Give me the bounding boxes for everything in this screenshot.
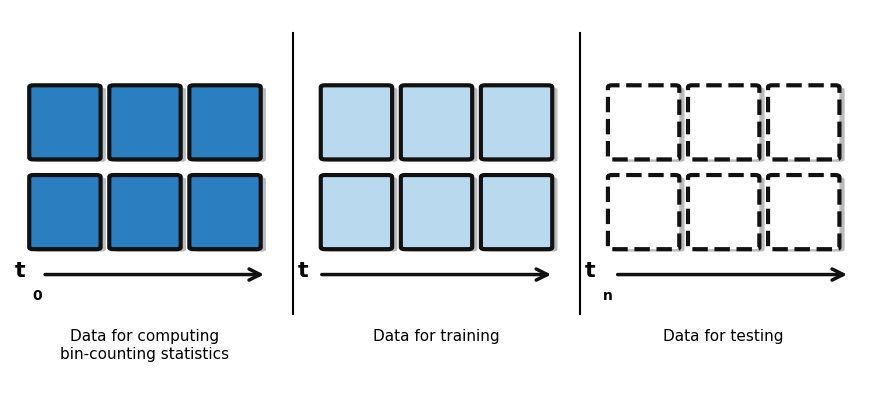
- FancyBboxPatch shape: [768, 175, 840, 249]
- FancyBboxPatch shape: [114, 88, 186, 162]
- FancyBboxPatch shape: [481, 85, 553, 160]
- FancyBboxPatch shape: [189, 85, 261, 160]
- Text: $\mathbf{t}$: $\mathbf{t}$: [15, 261, 26, 281]
- Text: Data for training: Data for training: [373, 329, 500, 344]
- FancyBboxPatch shape: [773, 177, 845, 252]
- FancyBboxPatch shape: [109, 175, 181, 249]
- FancyBboxPatch shape: [326, 177, 397, 252]
- FancyBboxPatch shape: [613, 177, 684, 252]
- Text: $\mathbf{n}$: $\mathbf{n}$: [601, 289, 613, 303]
- FancyBboxPatch shape: [109, 85, 181, 160]
- FancyBboxPatch shape: [608, 85, 679, 160]
- FancyBboxPatch shape: [34, 177, 106, 252]
- FancyBboxPatch shape: [688, 85, 760, 160]
- FancyBboxPatch shape: [29, 85, 100, 160]
- FancyBboxPatch shape: [406, 177, 478, 252]
- Text: Data for testing: Data for testing: [663, 329, 784, 344]
- FancyBboxPatch shape: [401, 85, 472, 160]
- FancyBboxPatch shape: [406, 88, 478, 162]
- FancyBboxPatch shape: [320, 85, 392, 160]
- FancyBboxPatch shape: [773, 88, 845, 162]
- FancyBboxPatch shape: [326, 88, 397, 162]
- FancyBboxPatch shape: [688, 175, 760, 249]
- FancyBboxPatch shape: [481, 175, 553, 249]
- FancyBboxPatch shape: [613, 88, 684, 162]
- FancyBboxPatch shape: [189, 175, 261, 249]
- FancyBboxPatch shape: [486, 88, 558, 162]
- FancyBboxPatch shape: [114, 177, 186, 252]
- FancyBboxPatch shape: [768, 85, 840, 160]
- Text: $\mathbf{t}$: $\mathbf{t}$: [298, 261, 309, 281]
- FancyBboxPatch shape: [34, 88, 106, 162]
- FancyBboxPatch shape: [320, 175, 392, 249]
- FancyBboxPatch shape: [195, 177, 266, 252]
- FancyBboxPatch shape: [29, 175, 100, 249]
- FancyBboxPatch shape: [693, 88, 765, 162]
- FancyBboxPatch shape: [195, 88, 266, 162]
- FancyBboxPatch shape: [486, 177, 558, 252]
- Text: $\mathbf{0}$: $\mathbf{0}$: [31, 289, 43, 303]
- FancyBboxPatch shape: [401, 175, 472, 249]
- FancyBboxPatch shape: [608, 175, 679, 249]
- Text: Data for computing
bin-counting statistics: Data for computing bin-counting statisti…: [60, 329, 230, 362]
- Text: $\mathbf{t}$: $\mathbf{t}$: [584, 261, 596, 281]
- FancyBboxPatch shape: [693, 177, 765, 252]
